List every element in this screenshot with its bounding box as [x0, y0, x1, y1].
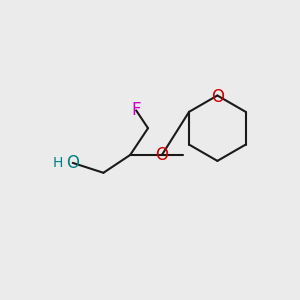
- Text: O: O: [66, 154, 79, 172]
- Text: O: O: [155, 146, 168, 164]
- Text: H: H: [53, 156, 63, 170]
- Text: F: F: [131, 101, 141, 119]
- Text: O: O: [211, 88, 224, 106]
